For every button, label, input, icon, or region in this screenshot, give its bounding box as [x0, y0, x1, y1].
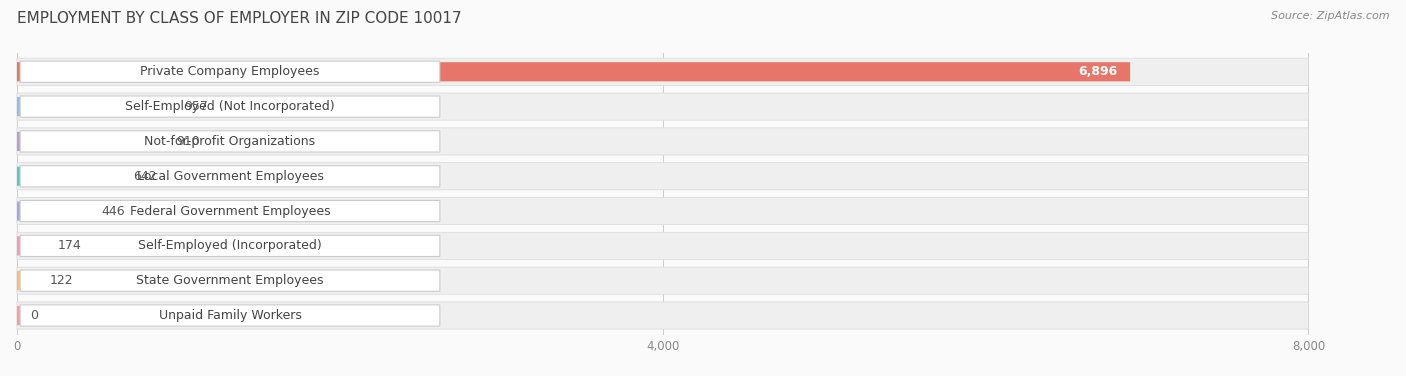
FancyBboxPatch shape	[20, 96, 440, 117]
Text: 642: 642	[134, 170, 157, 183]
FancyBboxPatch shape	[17, 306, 24, 325]
FancyBboxPatch shape	[17, 202, 89, 221]
Text: 0: 0	[30, 309, 38, 322]
FancyBboxPatch shape	[20, 61, 440, 82]
Text: 122: 122	[49, 274, 73, 287]
FancyBboxPatch shape	[20, 270, 440, 291]
Text: Federal Government Employees: Federal Government Employees	[129, 205, 330, 218]
FancyBboxPatch shape	[17, 167, 121, 186]
FancyBboxPatch shape	[17, 197, 1309, 224]
Text: Self-Employed (Not Incorporated): Self-Employed (Not Incorporated)	[125, 100, 335, 113]
FancyBboxPatch shape	[17, 302, 1309, 329]
FancyBboxPatch shape	[17, 128, 1309, 155]
FancyBboxPatch shape	[17, 163, 1309, 190]
FancyBboxPatch shape	[20, 131, 440, 152]
FancyBboxPatch shape	[20, 305, 440, 326]
Text: 174: 174	[58, 240, 82, 252]
Text: Self-Employed (Incorporated): Self-Employed (Incorporated)	[138, 240, 322, 252]
FancyBboxPatch shape	[17, 97, 172, 116]
Text: Local Government Employees: Local Government Employees	[136, 170, 323, 183]
FancyBboxPatch shape	[17, 267, 1309, 294]
Text: Not-for-profit Organizations: Not-for-profit Organizations	[145, 135, 315, 148]
Text: 6,896: 6,896	[1078, 65, 1118, 78]
FancyBboxPatch shape	[17, 62, 1130, 81]
FancyBboxPatch shape	[17, 58, 1309, 85]
Text: Private Company Employees: Private Company Employees	[141, 65, 319, 78]
Text: Source: ZipAtlas.com: Source: ZipAtlas.com	[1271, 11, 1389, 21]
Text: Unpaid Family Workers: Unpaid Family Workers	[159, 309, 301, 322]
Text: 957: 957	[184, 100, 208, 113]
Text: State Government Employees: State Government Employees	[136, 274, 323, 287]
Text: 910: 910	[177, 135, 201, 148]
FancyBboxPatch shape	[17, 271, 37, 290]
FancyBboxPatch shape	[20, 165, 440, 187]
FancyBboxPatch shape	[17, 236, 45, 255]
Text: 446: 446	[101, 205, 125, 218]
Text: EMPLOYMENT BY CLASS OF EMPLOYER IN ZIP CODE 10017: EMPLOYMENT BY CLASS OF EMPLOYER IN ZIP C…	[17, 11, 461, 26]
FancyBboxPatch shape	[17, 132, 163, 151]
FancyBboxPatch shape	[17, 232, 1309, 259]
FancyBboxPatch shape	[20, 235, 440, 256]
FancyBboxPatch shape	[20, 200, 440, 222]
FancyBboxPatch shape	[17, 93, 1309, 120]
